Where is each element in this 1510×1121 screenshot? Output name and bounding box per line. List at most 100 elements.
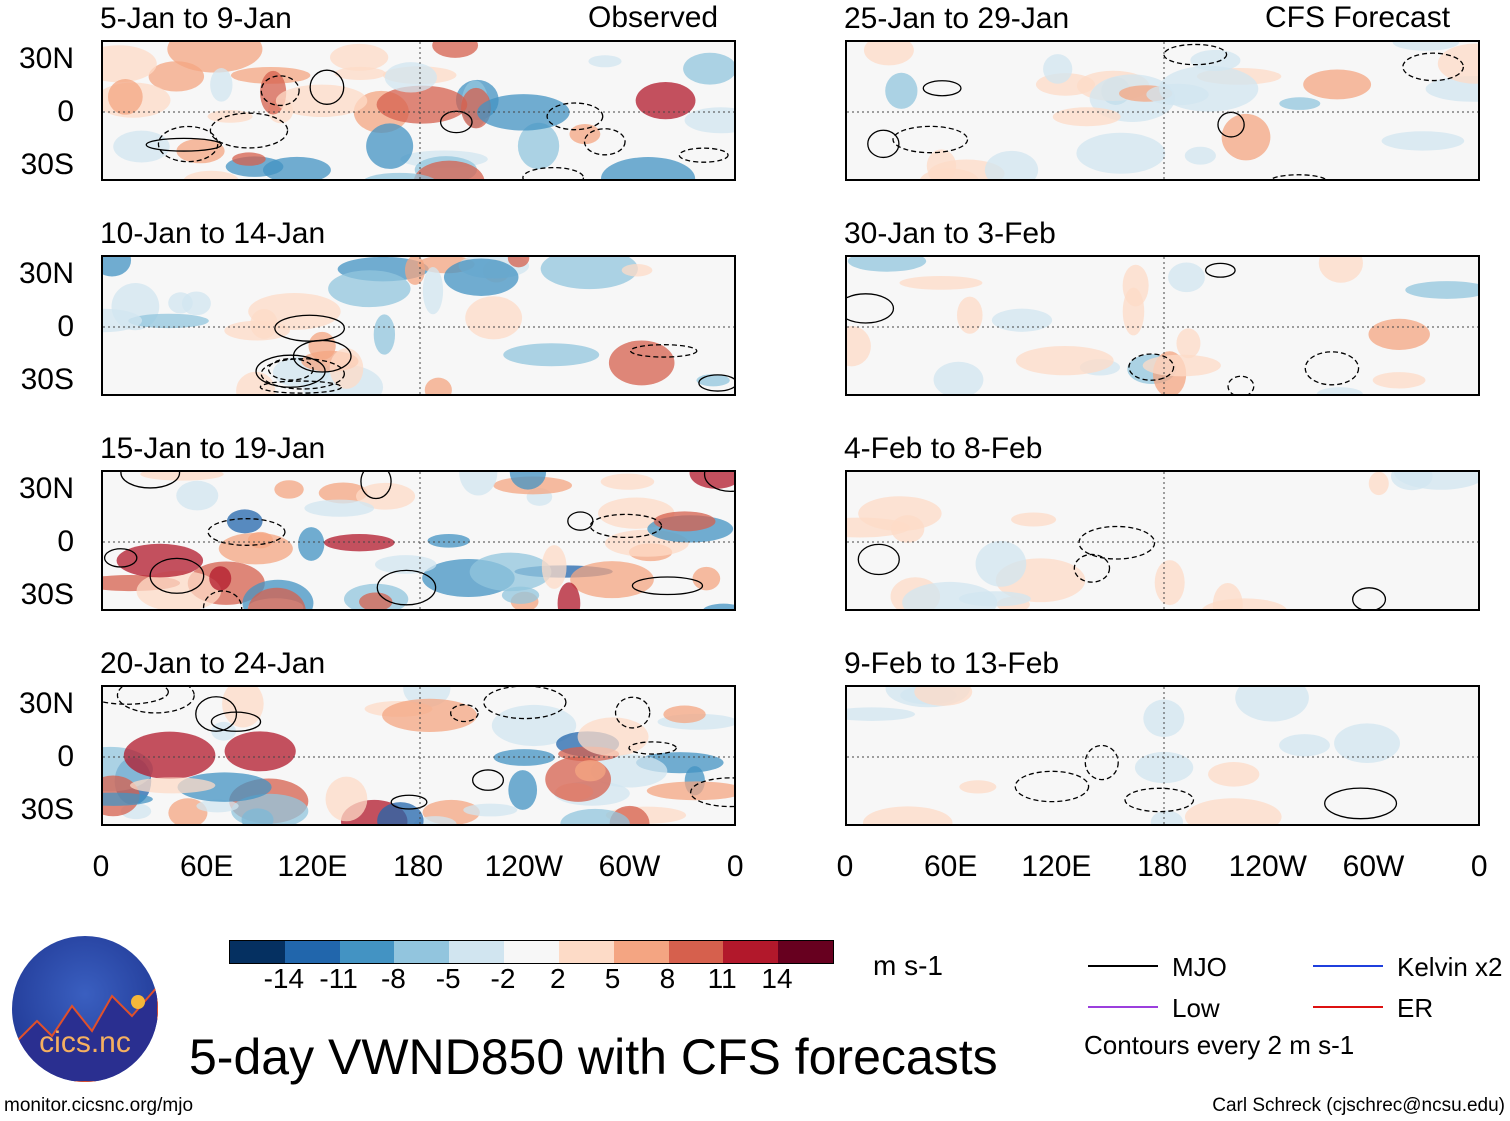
panel-title: 10-Jan to 14-Jan (100, 217, 326, 250)
anomaly-blob (1316, 387, 1363, 394)
longitude-label: 120E (277, 850, 348, 883)
anomaly-blob (377, 802, 424, 824)
longitude-label: 120E (1021, 850, 1092, 883)
mjo-contour (922, 80, 962, 97)
longitude-label: 60W (1342, 850, 1405, 883)
cics-logo: cics.nc (12, 936, 158, 1082)
anomaly-blob (577, 717, 649, 757)
mjo-contour (522, 166, 585, 179)
latitude-label: 30N (18, 257, 74, 290)
panel-title: 15-Jan to 19-Jan (100, 432, 326, 465)
anomaly-blob (404, 257, 425, 285)
anomaly-blob (432, 42, 479, 58)
longitude-label: 0 (92, 850, 110, 883)
anomaly-blob (569, 124, 601, 145)
mjo-contour (583, 128, 626, 156)
panel-title: 4-Feb to 8-Feb (844, 432, 1043, 465)
colorbar-swatch (449, 941, 505, 963)
anomaly-blob (621, 264, 653, 277)
mjo-contour (567, 511, 594, 531)
colorbar-swatch (394, 941, 450, 963)
anomaly-blob (1154, 560, 1185, 606)
latitude-label: 30S (20, 363, 74, 396)
forecast-header: CFS Forecast (1265, 1, 1451, 34)
map-panel (845, 685, 1480, 826)
panel-title: 30-Jan to 3-Feb (844, 217, 1056, 250)
anomaly-blob (1279, 734, 1330, 757)
anomaly-blob (508, 770, 538, 810)
mjo-contour (360, 472, 392, 500)
colorbar-label: -11 (319, 963, 358, 994)
anomaly-blob (334, 66, 386, 81)
mjo-contour (202, 590, 243, 609)
longitude-label: 0 (836, 850, 854, 883)
mountain-icon (12, 984, 158, 1082)
anomaly-blob (703, 603, 734, 609)
anomaly-blob (933, 361, 984, 394)
anomaly-blob (103, 308, 142, 333)
anomaly-blob (574, 759, 606, 782)
anomaly-blob (128, 313, 209, 329)
colorbar-swatch (723, 941, 779, 963)
source-url[interactable]: monitor.cicsnc.org/mjo (4, 1095, 194, 1116)
mjo-contour (546, 102, 604, 131)
colorbar-units: m s-1 (873, 950, 943, 981)
legend-label: ER (1397, 993, 1434, 1023)
anomaly-blob (1208, 762, 1260, 787)
anomaly-blob (1142, 354, 1221, 377)
anomaly-blob (540, 257, 638, 290)
anomaly-blob (469, 552, 552, 592)
latitude-label: 30N (18, 472, 74, 505)
anomaly-blob (374, 555, 437, 574)
anomaly-blob (384, 62, 437, 93)
mjo-contour (690, 777, 734, 808)
panel-title: 20-Jan to 24-Jan (100, 647, 326, 680)
mjo-contour (1304, 351, 1360, 386)
figure-title: 5-day VWND850 with CFS forecasts (189, 1029, 998, 1085)
anomaly-blob (1190, 49, 1241, 72)
anomaly-blob (588, 55, 622, 68)
anomaly-blob (443, 258, 519, 296)
credit: Carl Schreck (cjschrec@ncsu.edu) (1212, 1095, 1505, 1116)
anomaly-blob (236, 371, 276, 394)
colorbar-swatch (613, 941, 669, 963)
mjo-contour (1227, 375, 1255, 394)
anomaly-blob (956, 296, 983, 334)
mjo-contour (629, 344, 698, 358)
anomaly-blob (684, 107, 734, 134)
anomaly-blob (373, 314, 396, 355)
mjo-contour (209, 112, 289, 149)
mjo-contour (1124, 787, 1195, 813)
anomaly-blob (465, 296, 523, 340)
mjo-contour (103, 548, 138, 568)
anomaly-blob (308, 331, 336, 360)
colorbar-label: -8 (380, 963, 406, 994)
colorbar-swatch (504, 941, 559, 963)
anomaly-blob (1334, 723, 1400, 764)
anomaly-blob (1052, 107, 1121, 127)
anomaly-blob (517, 122, 560, 170)
anomaly-blob (232, 152, 266, 166)
anomaly-blob (1043, 54, 1073, 84)
mjo-contour (1402, 52, 1465, 82)
anomaly-blob (1372, 372, 1426, 389)
anomaly-blob (557, 582, 581, 609)
anomaly-blob (262, 156, 331, 179)
anomaly-blob (975, 540, 1027, 587)
anomaly-blob (318, 482, 368, 504)
anomaly-blob (328, 270, 411, 308)
mjo-contour (628, 741, 677, 755)
map-panel (845, 40, 1480, 181)
mjo-contour (260, 358, 345, 390)
mjo-contour (145, 137, 222, 152)
anomaly-blob (140, 472, 224, 481)
anomaly-blob (1010, 512, 1057, 527)
observed-header: Observed (588, 1, 719, 34)
anomaly-blob (958, 591, 1031, 607)
legend-label: Kelvin x2 (1397, 952, 1503, 982)
colorbar-label: 8 (659, 963, 676, 994)
anomaly-blob (1303, 69, 1372, 100)
latitude-label: 30S (20, 148, 74, 181)
colorbar-swatch (668, 941, 724, 963)
mjo-contour (1270, 174, 1327, 179)
